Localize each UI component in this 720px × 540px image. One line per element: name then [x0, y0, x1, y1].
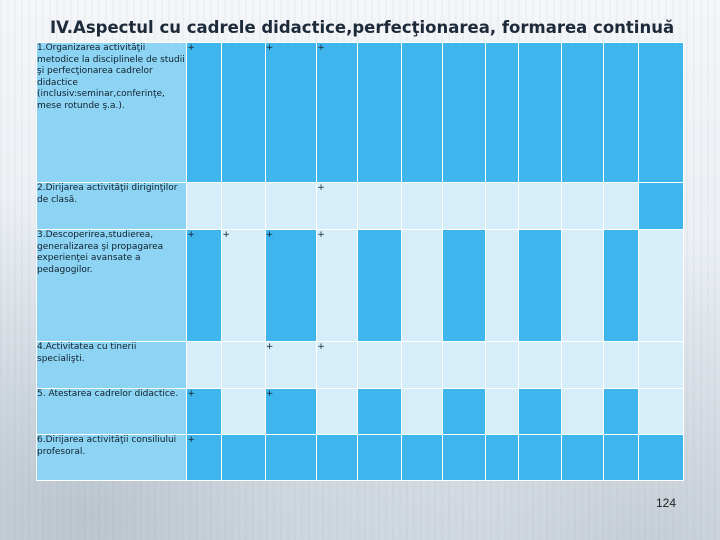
table-cell: +	[316, 182, 359, 230]
table-cell	[561, 388, 604, 435]
row-label: 1.Organizarea activităţii metodice la di…	[35, 42, 188, 183]
table-cell	[316, 434, 359, 481]
table-cell	[602, 388, 639, 435]
table-cell: +	[186, 434, 223, 481]
table-cell	[357, 182, 402, 230]
table-cell	[400, 182, 443, 230]
table-cell	[602, 182, 639, 230]
table-cell	[357, 341, 402, 389]
table-cell	[602, 341, 639, 389]
table-cell	[485, 434, 520, 481]
row-label: 4.Activitatea cu tinerii specialişti.	[35, 341, 188, 389]
table-cell	[637, 388, 685, 435]
table-cell	[485, 229, 520, 342]
table-row: 1.Organizarea activităţii metodice la di…	[35, 42, 685, 183]
table-cell: +	[186, 388, 223, 435]
table-cell: +	[264, 42, 318, 183]
table-cell	[561, 341, 604, 389]
table-cell	[602, 229, 639, 342]
table-cell	[485, 182, 520, 230]
table-cell	[602, 42, 639, 183]
table-cell: +	[264, 341, 318, 389]
table-cell	[441, 42, 487, 183]
page-number: 124	[656, 496, 677, 510]
table-cell	[441, 182, 487, 230]
table-cell	[637, 434, 685, 481]
table-cell	[357, 42, 402, 183]
table-cell	[264, 182, 318, 230]
table-cell	[485, 388, 520, 435]
table-cell	[637, 42, 685, 183]
table-cell	[400, 434, 443, 481]
row-label: 2.Dirijarea activităţii diriginţilor de …	[35, 182, 188, 230]
table-cell	[518, 182, 563, 230]
table-cell	[518, 434, 563, 481]
table-cell	[400, 42, 443, 183]
table-cell	[221, 341, 266, 389]
table-cell: +	[264, 388, 318, 435]
row-label: 6.Dirijarea activităţii consiliului prof…	[35, 434, 188, 481]
table-cell	[561, 42, 604, 183]
table-cell	[518, 388, 563, 435]
table-cell	[357, 434, 402, 481]
table-cell	[518, 229, 563, 342]
table-cell: +	[186, 229, 223, 342]
table-cell	[400, 388, 443, 435]
table-cell	[221, 388, 266, 435]
table-cell: +	[316, 229, 359, 342]
table-cell	[400, 341, 443, 389]
table-cell	[441, 388, 487, 435]
activities-table: 1.Organizarea activităţii metodice la di…	[35, 42, 685, 481]
table-cell: +	[186, 42, 223, 183]
table-cell	[186, 182, 223, 230]
table-cell	[221, 434, 266, 481]
table-row: 6.Dirijarea activităţii consiliului prof…	[35, 434, 685, 481]
table-cell	[186, 341, 223, 389]
table-cell: +	[316, 341, 359, 389]
table-row: 2.Dirijarea activităţii diriginţilor de …	[35, 182, 685, 230]
table-cell: +	[221, 229, 266, 342]
table-cell	[357, 388, 402, 435]
table-row: 5. Atestarea cadrelor didactice. + +	[35, 388, 685, 435]
table-cell: +	[316, 42, 359, 183]
table-cell	[637, 229, 685, 342]
slide-title: IV.Aspectul cu cadrele didactice,perfecţ…	[50, 18, 675, 37]
table-cell	[485, 42, 520, 183]
table-cell	[221, 182, 266, 230]
table-cell: +	[264, 229, 318, 342]
table-cell	[518, 341, 563, 389]
table-cell	[221, 42, 266, 183]
row-label: 5. Atestarea cadrelor didactice.	[35, 388, 188, 435]
table-cell	[561, 229, 604, 342]
table-row: 3.Descoperirea,studierea, generalizarea …	[35, 229, 685, 342]
table-cell	[485, 341, 520, 389]
table-cell	[441, 341, 487, 389]
row-label: 3.Descoperirea,studierea, generalizarea …	[35, 229, 188, 342]
table-cell	[602, 434, 639, 481]
table-cell	[637, 182, 685, 230]
table-cell	[561, 434, 604, 481]
table-cell	[400, 229, 443, 342]
table-cell	[316, 388, 359, 435]
table-cell	[518, 42, 563, 183]
table-cell	[561, 182, 604, 230]
table-cell	[357, 229, 402, 342]
table-cell	[441, 434, 487, 481]
table-row: 4.Activitatea cu tinerii specialişti. + …	[35, 341, 685, 389]
table-cell	[264, 434, 318, 481]
table-cell	[441, 229, 487, 342]
table-cell	[637, 341, 685, 389]
